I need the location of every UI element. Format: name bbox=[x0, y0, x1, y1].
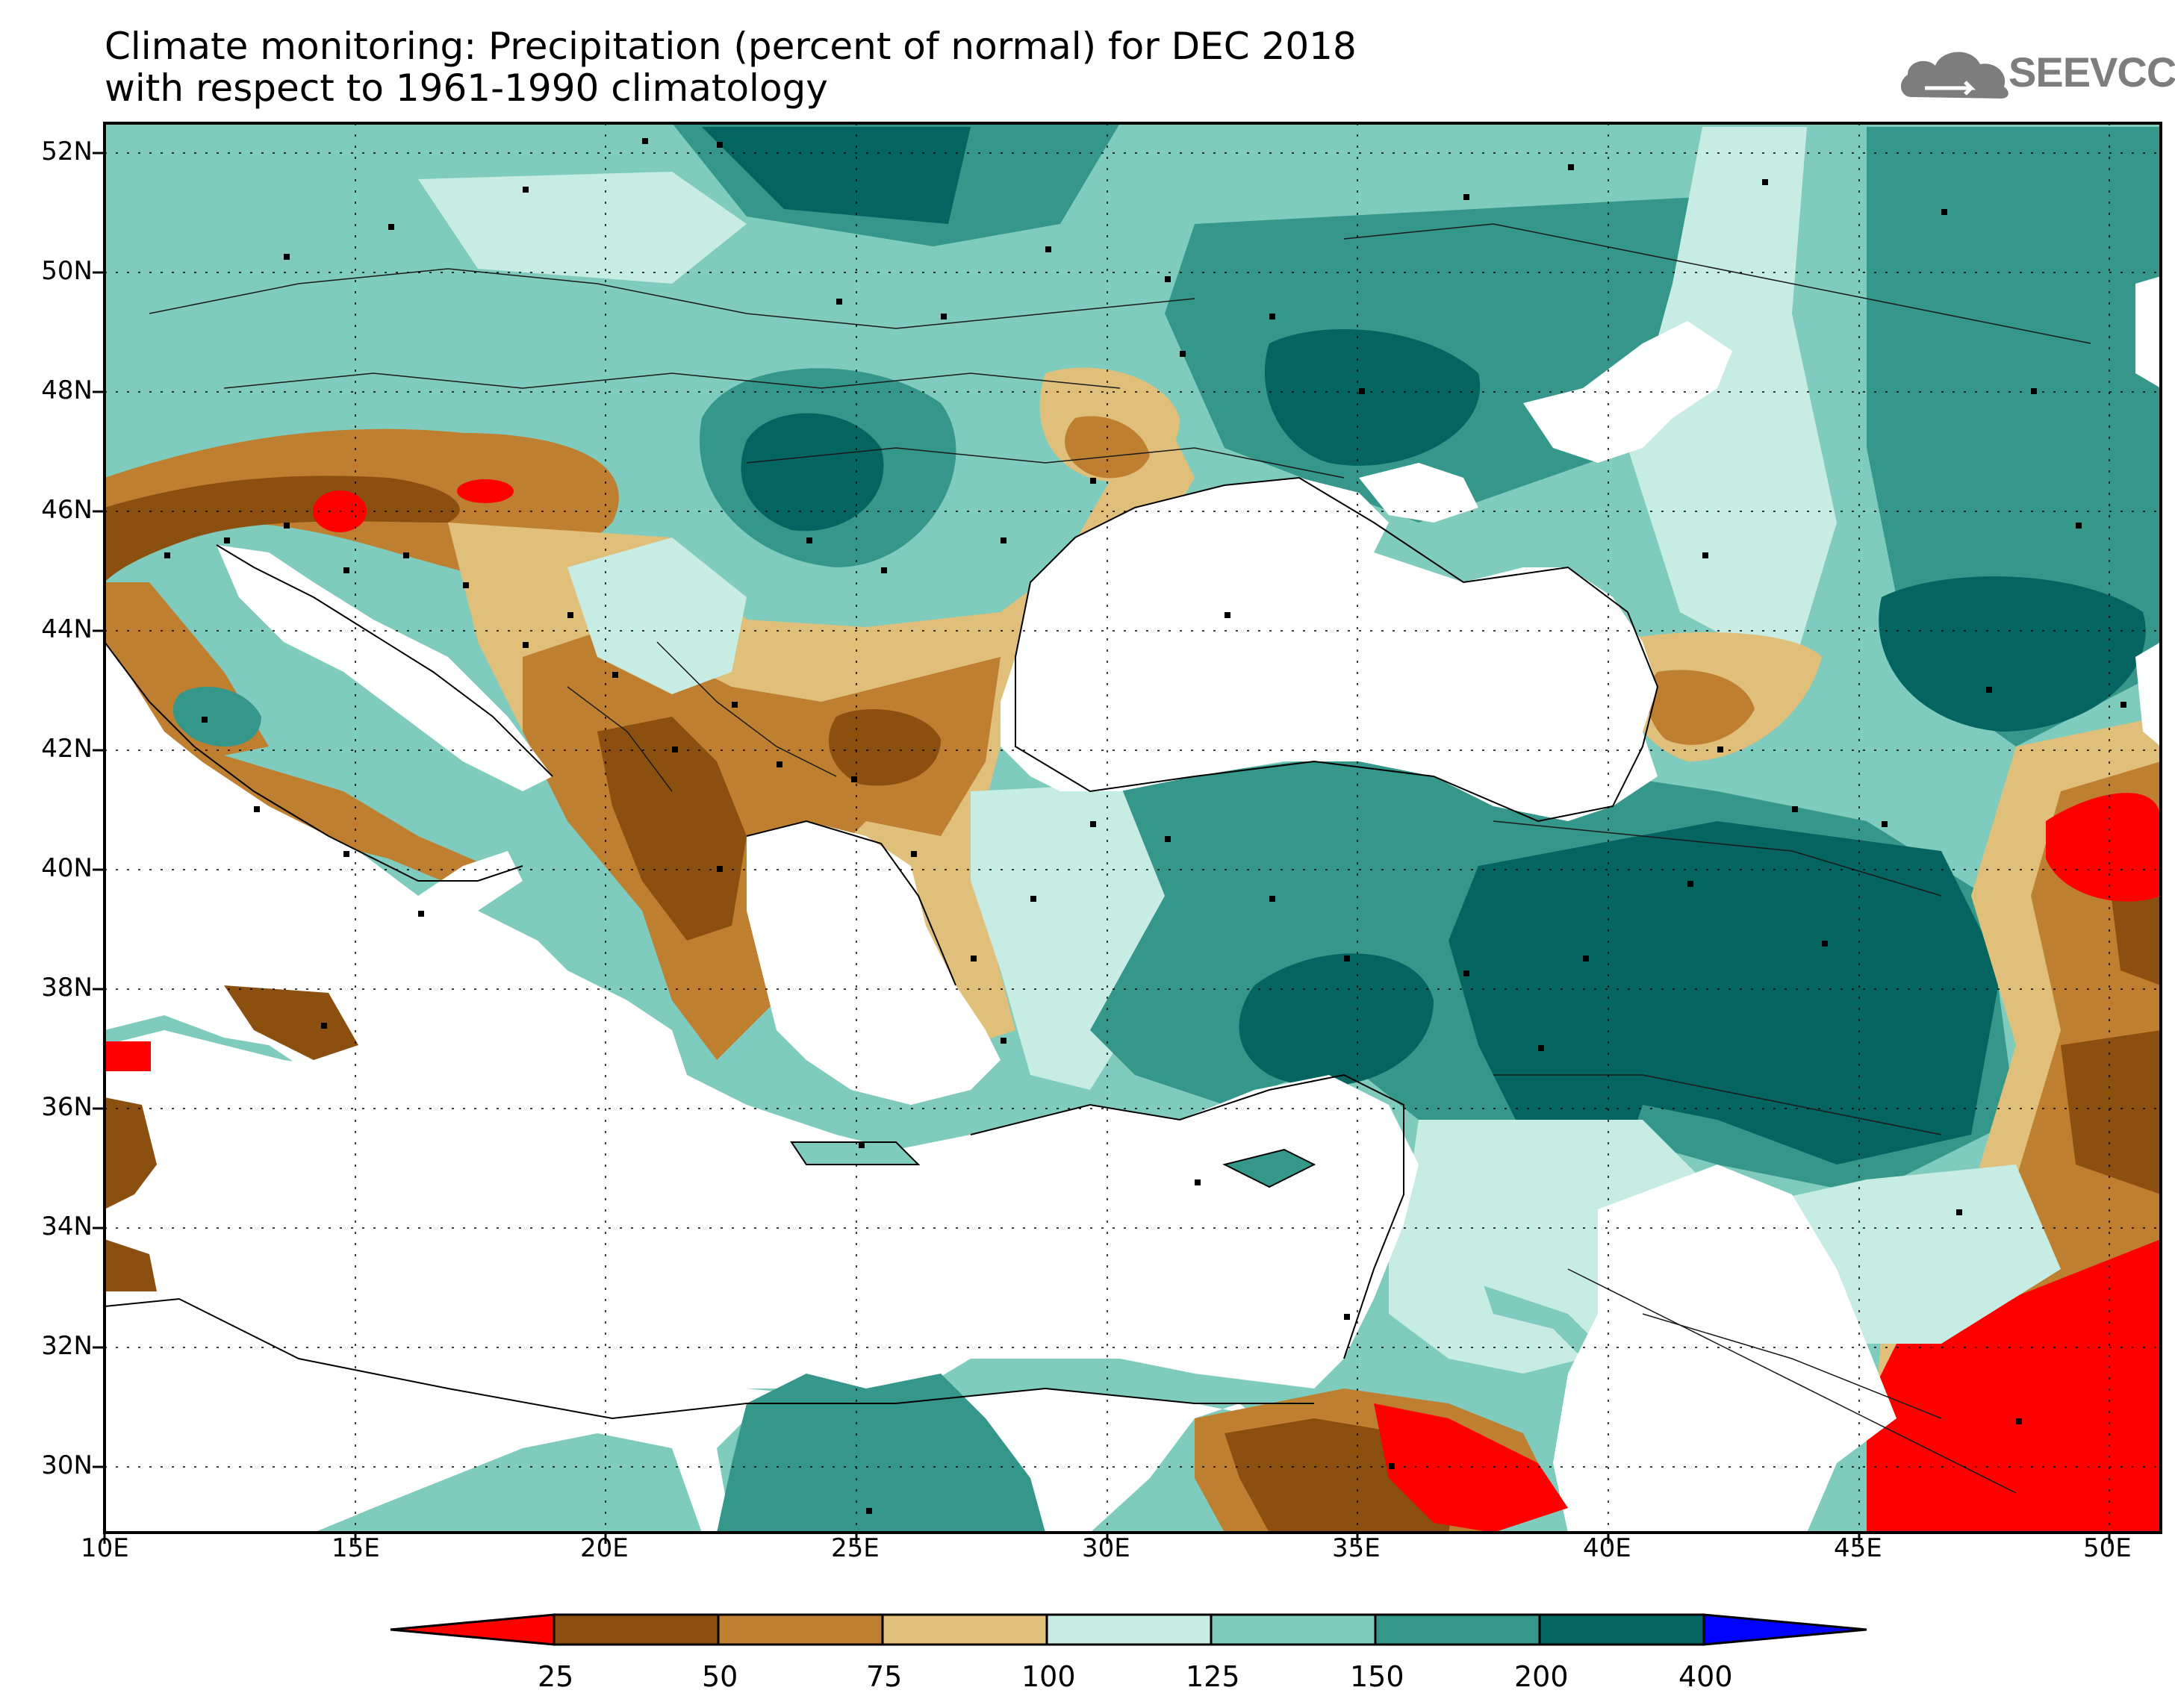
colorbar-label: 50 bbox=[702, 1660, 738, 1693]
lat-label: 32N bbox=[41, 1331, 93, 1361]
title-line-2: with respect to 1961-1990 climatology bbox=[105, 66, 828, 110]
colorbar-label: 75 bbox=[866, 1660, 903, 1693]
lon-label: 40E bbox=[1583, 1533, 1631, 1563]
lat-label: 30N bbox=[41, 1450, 93, 1480]
lat-label: 48N bbox=[41, 375, 93, 405]
map-grid bbox=[105, 123, 2161, 1533]
colorbar bbox=[390, 1613, 1867, 1646]
colorbar-label: 100 bbox=[1021, 1660, 1076, 1693]
lon-label: 15E bbox=[332, 1533, 380, 1563]
lat-label: 42N bbox=[41, 734, 93, 764]
lon-label: 50E bbox=[2083, 1533, 2132, 1563]
title-line-1: Climate monitoring: Precipitation (perce… bbox=[105, 25, 1357, 68]
colorbar-bin bbox=[1045, 1613, 1213, 1646]
colorbar-under-arrow bbox=[390, 1613, 556, 1646]
cloud-icon bbox=[1900, 52, 2008, 99]
country-borders bbox=[149, 223, 2091, 1494]
lon-label: 20E bbox=[580, 1533, 629, 1563]
coastlines bbox=[105, 476, 1659, 1420]
map-title: Climate monitoring: Precipitation (perce… bbox=[105, 25, 1357, 109]
lat-label: 34N bbox=[41, 1212, 93, 1241]
lat-label: 44N bbox=[41, 614, 93, 644]
station-markers bbox=[164, 138, 2126, 1514]
colorbar-label: 25 bbox=[538, 1660, 574, 1693]
lat-label: 46N bbox=[41, 495, 93, 525]
lon-label: 35E bbox=[1332, 1533, 1381, 1563]
colorbar-bin bbox=[1210, 1613, 1377, 1646]
colorbar-bin bbox=[553, 1613, 720, 1646]
colorbar-label: 400 bbox=[1678, 1660, 1733, 1693]
lon-label: 10E bbox=[81, 1533, 129, 1563]
colorbar-over-arrow bbox=[1702, 1613, 1867, 1646]
lat-label: 36N bbox=[41, 1092, 93, 1122]
colorbar-label: 125 bbox=[1186, 1660, 1240, 1693]
precipitation-field bbox=[105, 123, 2161, 1533]
colorbar-bin bbox=[717, 1613, 884, 1646]
lat-label: 40N bbox=[41, 853, 93, 883]
lat-label: 50N bbox=[41, 256, 93, 286]
lon-label: 45E bbox=[1834, 1533, 1882, 1563]
colorbar-label: 150 bbox=[1350, 1660, 1404, 1693]
logo-text: SEEVCCC bbox=[2008, 49, 2175, 96]
colorbar-bin bbox=[881, 1613, 1048, 1646]
map-frame bbox=[103, 122, 2162, 1534]
colorbar-bin bbox=[1374, 1613, 1541, 1646]
colorbar-label: 200 bbox=[1514, 1660, 1569, 1693]
lat-label: 38N bbox=[41, 973, 93, 1003]
colorbar-bin bbox=[1538, 1613, 1705, 1646]
lon-label: 30E bbox=[1082, 1533, 1130, 1563]
axis-ticks bbox=[93, 152, 2111, 1544]
lon-label: 25E bbox=[831, 1533, 880, 1563]
lat-label: 52N bbox=[41, 137, 93, 166]
